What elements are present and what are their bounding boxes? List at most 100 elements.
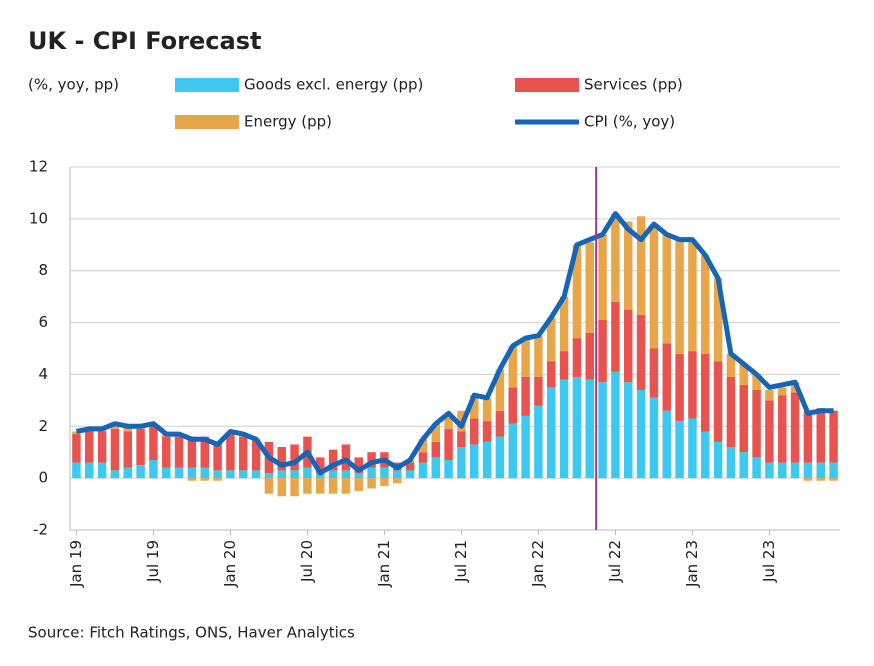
bar-segment bbox=[187, 467, 197, 479]
bar-segment bbox=[547, 361, 556, 388]
legend-swatch bbox=[175, 115, 239, 129]
bar-segment bbox=[380, 478, 389, 486]
bar-segment bbox=[649, 348, 659, 398]
bar-segment bbox=[726, 377, 736, 448]
bar-segment bbox=[547, 317, 556, 362]
bar-segment bbox=[213, 478, 222, 481]
bar-segment bbox=[367, 478, 376, 489]
bar-segment bbox=[123, 431, 132, 468]
bar-segment bbox=[328, 478, 338, 494]
y-tick-label: 8 bbox=[38, 261, 48, 279]
x-tick-label: Jan 20 bbox=[221, 540, 239, 588]
bar-segment bbox=[829, 462, 838, 479]
unit-label: (%, yoy, pp) bbox=[28, 76, 119, 94]
bar-segment bbox=[200, 478, 209, 481]
bar-segment bbox=[495, 369, 505, 411]
bar-segment bbox=[585, 379, 594, 479]
bar-segment bbox=[457, 431, 466, 448]
bar-segment bbox=[341, 470, 351, 479]
bar-segment bbox=[726, 447, 736, 479]
bar-segment bbox=[688, 351, 697, 419]
bar-segment bbox=[559, 296, 569, 352]
bar-segment bbox=[444, 428, 453, 460]
bar-segment bbox=[572, 244, 582, 339]
bar-segment bbox=[624, 221, 633, 310]
bar-segment bbox=[790, 392, 800, 463]
bar-segment bbox=[136, 465, 145, 479]
bar-segment bbox=[72, 434, 81, 463]
bar-segment bbox=[701, 431, 710, 479]
bar-segment bbox=[72, 431, 81, 435]
bar-segment bbox=[636, 389, 646, 479]
bar-segment bbox=[264, 478, 274, 494]
bar-segment bbox=[803, 410, 813, 463]
bar-segment bbox=[675, 421, 684, 479]
legend-label: Services (pp) bbox=[584, 76, 683, 94]
bar-segment bbox=[470, 418, 479, 445]
bar-segment bbox=[611, 301, 620, 372]
x-tick-label: Jul 22 bbox=[606, 540, 624, 583]
bar-segment bbox=[534, 335, 543, 378]
bar-segment bbox=[559, 351, 569, 380]
bar-segment bbox=[431, 423, 440, 442]
x-tick-label: Jan 19 bbox=[67, 540, 85, 588]
bar-segment bbox=[816, 408, 825, 463]
bar-segment bbox=[636, 216, 646, 315]
bar-segment bbox=[341, 478, 351, 494]
bar-segment bbox=[726, 353, 736, 378]
bar-segment bbox=[521, 338, 530, 378]
bar-segment bbox=[418, 462, 428, 479]
x-tick-label: Jan 22 bbox=[529, 540, 547, 588]
bar-segment bbox=[444, 459, 453, 479]
bar-segment bbox=[200, 467, 209, 479]
bar-segment bbox=[701, 255, 710, 354]
bar-segment bbox=[174, 467, 184, 479]
bar-segment bbox=[534, 377, 543, 406]
bar-segment bbox=[508, 387, 517, 424]
bar-segment bbox=[97, 462, 107, 479]
bar-segment bbox=[316, 472, 325, 479]
x-tick-label: Jan 23 bbox=[683, 540, 701, 588]
bar-segment bbox=[393, 470, 402, 479]
bar-segment bbox=[123, 467, 132, 479]
bar-segment bbox=[200, 436, 209, 468]
bar-segment bbox=[354, 472, 363, 479]
bar-segment bbox=[316, 457, 325, 473]
bar-segment bbox=[290, 444, 299, 471]
bar-segment bbox=[341, 444, 351, 471]
bar-segment bbox=[405, 470, 415, 479]
bar-segment bbox=[328, 470, 338, 479]
bar-segment bbox=[508, 423, 517, 479]
bar-segment bbox=[585, 242, 594, 333]
bar-segment bbox=[277, 447, 286, 471]
bar-segment bbox=[688, 418, 697, 479]
bar-segment bbox=[598, 382, 607, 479]
bar-segment bbox=[213, 441, 222, 471]
bar-segment bbox=[354, 478, 363, 492]
bar-segment bbox=[611, 213, 620, 302]
bar-segment bbox=[226, 434, 235, 471]
x-tick-label: Jul 20 bbox=[298, 540, 316, 583]
bar-segment bbox=[277, 470, 286, 479]
bar-segment bbox=[251, 470, 261, 479]
bar-segment bbox=[534, 405, 543, 479]
bar-segment bbox=[778, 462, 787, 479]
bar-segment bbox=[739, 364, 748, 385]
bar-segment bbox=[752, 374, 761, 390]
bar-segment bbox=[803, 462, 813, 479]
bar-segment bbox=[97, 431, 107, 463]
source-note: Source: Fitch Ratings, ONS, Haver Analyt… bbox=[28, 624, 355, 642]
bar-segment bbox=[367, 467, 376, 479]
bar-segment bbox=[624, 309, 633, 383]
bar-segment bbox=[572, 338, 582, 378]
bar-segment bbox=[675, 353, 684, 422]
bar-segment bbox=[136, 428, 145, 466]
bar-segment bbox=[277, 478, 286, 497]
x-tick-label: Jan 21 bbox=[375, 540, 393, 588]
bar-segment bbox=[110, 428, 120, 471]
bar-segment bbox=[521, 415, 530, 479]
bar-segment bbox=[290, 470, 299, 479]
bar-segment bbox=[688, 239, 697, 352]
bar-segment bbox=[316, 478, 325, 494]
legend-label: Energy (pp) bbox=[244, 113, 332, 131]
